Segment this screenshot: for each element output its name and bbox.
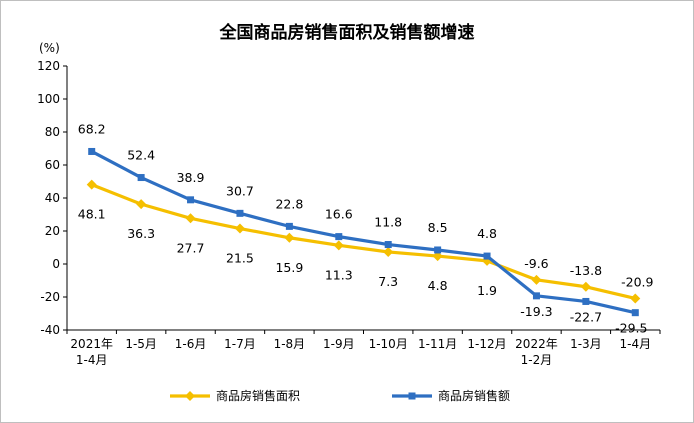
data-label-area: -9.6: [524, 256, 548, 271]
y-tick-label: 80: [45, 125, 60, 139]
data-point-square: [582, 297, 590, 305]
series-line: [91, 183, 636, 301]
data-label-area: 15.9: [275, 260, 303, 275]
data-point-diamond: [531, 274, 542, 285]
data-label-area: 1.9: [477, 283, 497, 298]
data-label-sales: 16.6: [325, 207, 353, 222]
data-point-square: [631, 309, 639, 317]
x-tick-label: 1-9月: [323, 337, 355, 351]
data-label-sales: 22.8: [275, 196, 303, 211]
series-line: [90, 150, 636, 315]
data-point-square: [137, 174, 145, 182]
x-tick-label: 1-5月: [125, 337, 157, 351]
data-point-square: [187, 196, 195, 204]
x-tick-label: 1-2月: [521, 353, 553, 367]
data-label-area: 21.5: [226, 251, 254, 266]
x-tick-label: 1-4月: [619, 337, 651, 351]
y-tick-label: 40: [45, 191, 60, 205]
data-point-diamond: [482, 255, 493, 266]
x-tick-label: 1-3月: [570, 337, 602, 351]
data-label-sales: 11.8: [374, 215, 402, 230]
data-label-area: -13.8: [570, 263, 602, 278]
data-label-sales: -22.7: [570, 309, 602, 324]
data-label-area: 27.7: [177, 240, 205, 255]
data-label-area: 11.3: [325, 267, 353, 282]
legend-label: 商品房销售额: [438, 388, 510, 403]
y-tick-label: -40: [40, 323, 60, 337]
x-tick-label: 2021年: [70, 337, 113, 351]
data-point-square: [483, 252, 491, 260]
x-tick-label: 1-4月: [76, 353, 108, 367]
x-tick-label: 1-7月: [224, 337, 256, 351]
data-label-area: 36.3: [127, 226, 155, 241]
data-label-sales: 52.4: [127, 148, 155, 163]
data-point-square: [335, 233, 343, 241]
data-label-area: 48.1: [78, 207, 106, 222]
x-tick-label: 2022年: [515, 337, 558, 351]
data-point-square: [236, 209, 244, 217]
legend-marker-diamond: [185, 391, 195, 401]
data-point-square: [434, 246, 442, 254]
data-label-sales: -19.3: [520, 304, 552, 319]
legend-label: 商品房销售面积: [216, 388, 300, 403]
data-label-area: 4.8: [428, 278, 448, 293]
data-point-diamond: [234, 223, 245, 234]
data-label-sales: 4.8: [477, 226, 497, 241]
y-axis-unit-label: (%): [39, 41, 60, 55]
data-label-area: -20.9: [621, 274, 653, 289]
data-point-square: [532, 292, 540, 300]
y-tick-label: 120: [37, 59, 60, 73]
data-point-diamond: [383, 246, 394, 257]
y-tick-label: 60: [45, 158, 60, 172]
data-point-diamond: [86, 179, 97, 190]
y-tick-label: 100: [37, 92, 60, 106]
x-tick-label: 1-8月: [274, 337, 306, 351]
data-point-square: [285, 222, 293, 230]
data-label-sales: 38.9: [177, 170, 205, 185]
data-label-sales: -29.5: [615, 321, 647, 336]
legend-marker-square: [408, 392, 416, 400]
x-tick-label: 1-11月: [418, 337, 457, 351]
data-point-square: [88, 147, 96, 155]
y-tick-label: 0: [52, 257, 60, 271]
data-point-diamond: [136, 199, 147, 210]
y-tick-label: 20: [45, 224, 60, 238]
data-point-diamond: [630, 293, 641, 304]
data-label-area: 7.3: [378, 274, 398, 289]
data-point-square: [384, 241, 392, 249]
data-label-sales: 68.2: [78, 121, 106, 136]
x-tick-label: 1-6月: [175, 337, 207, 351]
data-point-diamond: [333, 240, 344, 251]
data-point-diamond: [580, 281, 591, 292]
x-tick-label: 1-10月: [369, 337, 408, 351]
y-tick-label: -20: [40, 290, 60, 304]
data-point-diamond: [185, 213, 196, 224]
data-label-sales: 8.5: [428, 220, 448, 235]
data-point-diamond: [432, 251, 443, 262]
data-point-diamond: [284, 232, 295, 243]
x-tick-label: 1-12月: [467, 337, 506, 351]
data-label-sales: 30.7: [226, 183, 254, 198]
chart-title: 全国商品房销售面积及销售额增速: [219, 23, 475, 43]
